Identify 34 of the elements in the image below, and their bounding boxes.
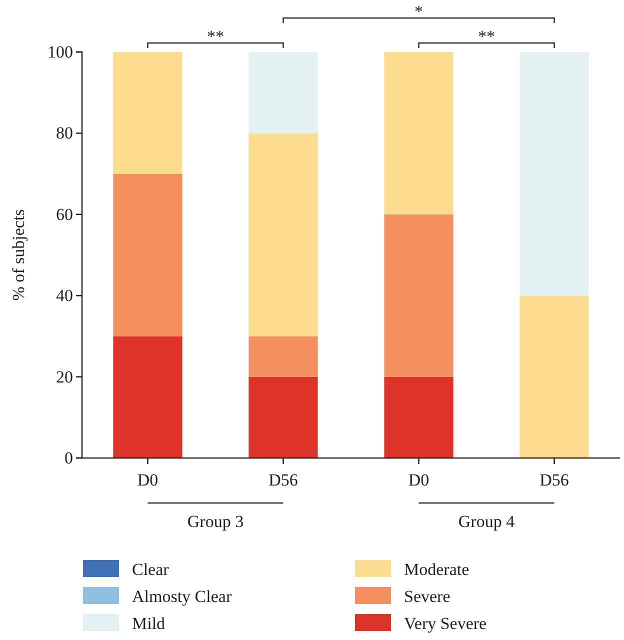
legend-label: Severe <box>404 587 450 606</box>
x-tick-label: D56 <box>268 470 298 490</box>
bar <box>248 52 318 134</box>
text: Group 4 <box>458 512 516 531</box>
legend-label: Mild <box>132 614 166 633</box>
text: ** <box>478 27 496 46</box>
bar <box>384 376 454 458</box>
bar <box>248 133 318 336</box>
legend-label: Very Severe <box>404 614 487 633</box>
legend-label: Moderate <box>404 560 470 579</box>
bar <box>384 52 454 214</box>
bar <box>248 336 318 377</box>
x-tick-label: D0 <box>137 470 158 490</box>
y-tick-label: 80 <box>56 124 73 143</box>
bar <box>384 214 454 377</box>
y-tick-label: 40 <box>56 286 73 306</box>
bar <box>520 296 589 458</box>
bar <box>113 52 182 174</box>
legend-label: Clear <box>132 560 170 579</box>
text: * <box>414 2 424 21</box>
y-tick-label: 60 <box>56 204 73 224</box>
bar <box>113 336 182 458</box>
legend-label: Almosty Clear <box>132 587 232 606</box>
text: Group 3 <box>187 512 244 531</box>
text: ** <box>206 27 224 46</box>
bar <box>248 376 318 458</box>
y-tick-label: 100 <box>48 42 73 62</box>
y-axis-title: % of subjects <box>9 209 28 301</box>
bar <box>113 174 182 336</box>
y-tick-label: 20 <box>56 367 73 386</box>
y-tick-label: 0 <box>64 448 73 468</box>
bar <box>520 52 589 296</box>
x-tick-label: D0 <box>408 470 430 490</box>
x-tick-label: D56 <box>540 470 569 490</box>
